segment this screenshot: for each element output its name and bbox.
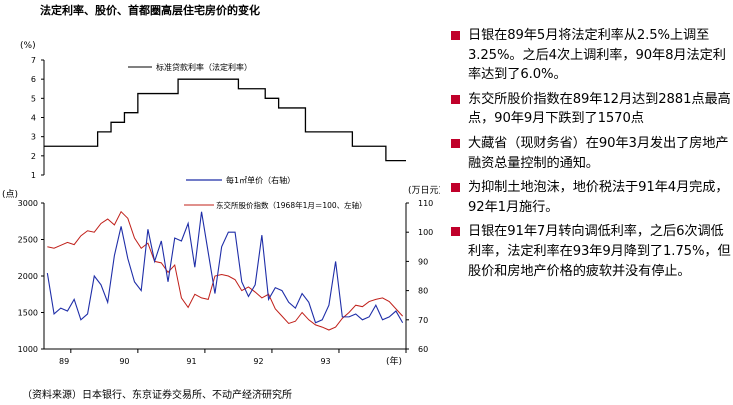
main-chart-ylabel-left: (点)	[2, 189, 18, 200]
rate-y-tick-label: 1	[31, 171, 36, 180]
main-chart-ylabel-right: (万日元)	[408, 185, 440, 196]
left-y-tick-label: 1500	[18, 309, 38, 318]
right-y-tick-label: 70	[418, 316, 428, 325]
right-y-tick-label: 110	[418, 199, 433, 208]
key-point-text: 为抑制土地泡沫，地价税法于91年4月完成，92年1月施行。	[468, 180, 729, 215]
bullet-square-icon	[451, 138, 460, 148]
rate-chart-y-ticks: 1 2 3 4 5 6 7	[31, 56, 44, 180]
bullet-square-icon	[451, 94, 460, 104]
stock-index-line	[47, 210, 404, 331]
key-point-text: 大藏省（现财务省）在90年3月发出了房地产融资总量控制的通知。	[468, 135, 729, 171]
key-point-item: 大藏省（现财务省）在90年3月发出了房地产融资总量控制的通知。	[450, 134, 732, 173]
bullet-square-icon	[451, 31, 460, 40]
rate-series-line	[44, 78, 406, 162]
rate-y-tick-label: 6	[31, 75, 36, 84]
main-chart-left-ticks: 1000 1500 2000 2500 3000	[18, 199, 44, 354]
source-note: （资料来源）日本银行、东京证券交易所、不动产经济研究所	[22, 390, 292, 401]
right-y-tick-label: 60	[418, 345, 428, 354]
right-y-tick-label: 90	[418, 257, 428, 266]
main-chart-xlabel: (年)	[386, 355, 402, 367]
right-y-tick-label: 80	[418, 287, 428, 296]
main-chart-right-ticks: 60 70 80 90 100 110	[406, 199, 433, 354]
page-title: 法定利率、股价、首都圈高层住宅房价的变化	[40, 4, 260, 17]
key-points-list: 日银在89年5月将法定利率从2.5%上调至3.25%。之后4次上调利率，90年8…	[450, 26, 732, 286]
key-point-item: 日银在89年5月将法定利率从2.5%上调至3.25%。之后4次上调利率，90年8…	[450, 26, 732, 85]
key-point-item: 东交所股价指数在89年12月达到2881点最高点，90年9月下跌到了1570点	[450, 90, 732, 129]
bullet-square-icon	[451, 227, 460, 237]
left-y-tick-label: 2000	[18, 272, 38, 281]
bullet-square-icon	[451, 183, 460, 193]
rate-legend-label: 标准贷款利率（法定利率）	[156, 62, 252, 72]
key-point-item: 为抑制土地泡沫，地价税法于91年4月完成，92年1月施行。	[450, 178, 732, 217]
rate-y-tick-label: 3	[31, 133, 36, 142]
rate-y-tick-label: 2	[31, 152, 36, 161]
right-y-tick-label: 100	[418, 228, 433, 237]
x-tick-label: 89	[59, 357, 69, 366]
rate-chart-ylabel: (%)	[20, 41, 36, 51]
price-per-sqm-line	[46, 211, 404, 324]
main-chart-x-ticks: 89 90 91 92 93	[59, 349, 407, 366]
x-tick-label: 93	[320, 357, 330, 366]
x-tick-label: 91	[186, 357, 196, 366]
left-y-tick-label: 1000	[18, 345, 38, 354]
rate-y-tick-label: 7	[31, 56, 36, 65]
price-legend-label: 每1㎡单价（右轴）	[226, 175, 295, 185]
x-tick-label: 90	[119, 357, 129, 366]
key-point-text: 日银在89年5月将法定利率从2.5%上调至3.25%。之后4次上调利率，90年8…	[468, 28, 726, 83]
key-point-text: 东交所股价指数在89年12月达到2881点最高点，90年9月下跌到了1570点	[468, 91, 731, 127]
key-point-item: 日银在91年7月转向调低利率，之后6次调低利率，法定利率在93年9月降到了1.7…	[450, 222, 732, 281]
price-stock-chart: (点) (万日元) 1000 1500 2000 2500 3000 60 70 80 90 1…	[2, 175, 440, 367]
stock-legend-label: 东交所股价指数（1968年1月＝100、左轴）	[216, 200, 367, 210]
key-point-text: 日银在91年7月转向调低利率，之后6次调低利率，法定利率在93年9月降到了1.7…	[468, 224, 731, 279]
rate-chart: (%) 1 2 3 4 5 6 7 标准贷款利率（法定利率）	[20, 41, 406, 180]
x-tick-label: 92	[253, 357, 263, 366]
rate-y-tick-label: 4	[31, 114, 36, 123]
left-y-tick-label: 3000	[18, 199, 38, 208]
left-y-tick-label: 2500	[18, 236, 38, 245]
rate-y-tick-label: 5	[31, 94, 36, 103]
